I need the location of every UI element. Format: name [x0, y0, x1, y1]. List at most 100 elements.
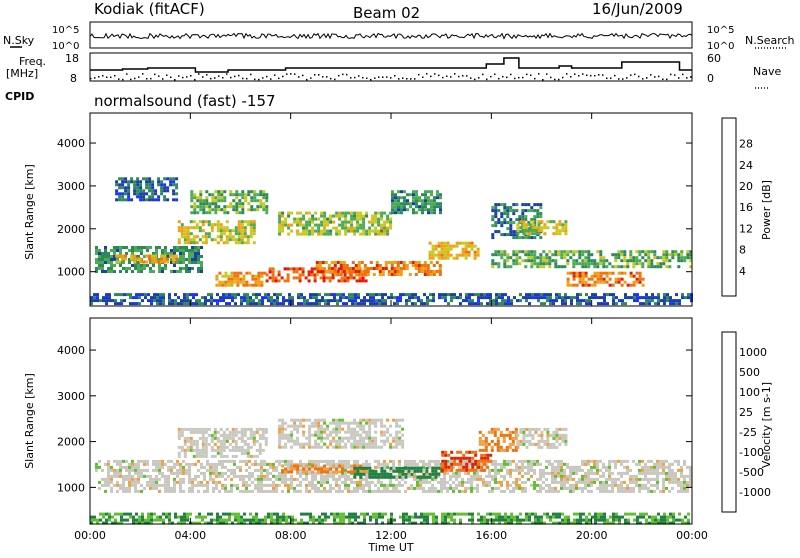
power-cell — [199, 199, 202, 202]
velocity-cell — [545, 460, 548, 463]
power-cell — [279, 293, 282, 296]
power-cell — [334, 264, 337, 267]
velocity-cell — [425, 490, 428, 493]
velocity-cell — [149, 478, 152, 481]
velocity-cell — [599, 460, 602, 463]
velocity-cell — [203, 490, 206, 493]
velocity-cell — [320, 434, 323, 437]
power-cell — [329, 218, 332, 221]
power-cell — [409, 205, 412, 208]
velocity-cell — [494, 443, 497, 446]
velocity-cell — [686, 481, 689, 484]
power-cell — [579, 281, 582, 284]
velocity-cell — [134, 484, 137, 487]
velocity-cell — [653, 466, 656, 469]
power-cell — [282, 299, 285, 302]
velocity-cell — [441, 454, 444, 457]
power-cell — [293, 218, 296, 221]
velocity-cell — [650, 484, 653, 487]
velocity-cell — [503, 440, 506, 443]
power-cell — [527, 203, 530, 206]
power-cell — [105, 299, 108, 302]
velocity-cell — [638, 472, 641, 475]
power-cell — [397, 199, 400, 202]
velocity-cell — [101, 478, 104, 481]
velocity-cell — [155, 466, 158, 469]
velocity-cell — [95, 466, 98, 469]
velocity-cell — [248, 478, 251, 481]
power-cell — [244, 196, 247, 199]
power-cell — [638, 253, 641, 256]
velocity-cell — [317, 443, 320, 446]
power-cell — [247, 193, 250, 196]
power-cell — [561, 229, 564, 232]
velocity-cell — [533, 469, 536, 472]
velocity-cell — [185, 469, 188, 472]
power-cell — [163, 258, 166, 261]
power-cell — [113, 264, 116, 267]
power-cell — [516, 232, 519, 235]
power-cell — [248, 272, 251, 275]
power-cell — [618, 281, 621, 284]
velocity-cell — [135, 519, 138, 522]
velocity-cell — [332, 437, 335, 440]
power-cell — [104, 249, 107, 252]
velocity-cell — [488, 490, 491, 493]
freq-trace — [90, 58, 692, 81]
velocity-cell — [473, 478, 476, 481]
power-cell — [477, 302, 480, 305]
velocity-cell — [450, 469, 453, 472]
velocity-cell — [255, 516, 258, 519]
power-cell — [666, 299, 669, 302]
power-cell — [675, 302, 678, 305]
velocity-cell — [187, 446, 190, 449]
velocity-cell — [581, 463, 584, 466]
velocity-cell — [146, 481, 149, 484]
velocity-cell — [338, 440, 341, 443]
velocity-cell — [665, 472, 668, 475]
velocity-cell — [173, 484, 176, 487]
power-cell — [193, 238, 196, 241]
power-cell — [154, 189, 157, 192]
velocity-cell — [359, 487, 362, 490]
velocity-cell — [122, 484, 125, 487]
power-cell — [642, 296, 645, 299]
power-cell — [406, 264, 409, 267]
power-cell — [612, 299, 615, 302]
velocity-cell — [456, 451, 459, 454]
power-cell — [537, 226, 540, 229]
power-cell — [650, 259, 653, 262]
velocity-cell — [199, 452, 202, 455]
velocity-cell — [563, 469, 566, 472]
velocity-cell — [551, 469, 554, 472]
power-cell — [185, 258, 188, 261]
nave-dot — [466, 75, 468, 77]
velocity-cell — [347, 460, 350, 463]
velocity-cell — [225, 513, 228, 516]
power-cell — [344, 212, 347, 215]
velocity-cell — [383, 440, 386, 443]
power-cell — [400, 261, 403, 264]
velocity-cell — [410, 484, 413, 487]
velocity-cell — [552, 431, 555, 434]
velocity-cell — [611, 490, 614, 493]
velocity-cell — [134, 472, 137, 475]
power-cell — [545, 253, 548, 256]
nave-dot — [146, 78, 148, 80]
power-cell — [512, 230, 515, 233]
velocity-cell — [450, 466, 453, 469]
velocity-cell — [425, 470, 428, 473]
velocity-cell — [126, 513, 129, 516]
velocity-cell — [220, 455, 223, 458]
velocity-cell — [206, 490, 209, 493]
velocity-cell — [356, 446, 359, 449]
velocity-cell — [386, 473, 389, 476]
velocity-cell — [350, 490, 353, 493]
power-cell — [468, 254, 471, 257]
power-cell — [543, 296, 546, 299]
velocity-cell — [509, 469, 512, 472]
velocity-cell — [208, 443, 211, 446]
velocity-cell — [314, 419, 317, 422]
velocity-cell — [503, 460, 506, 463]
velocity-cell — [362, 419, 365, 422]
